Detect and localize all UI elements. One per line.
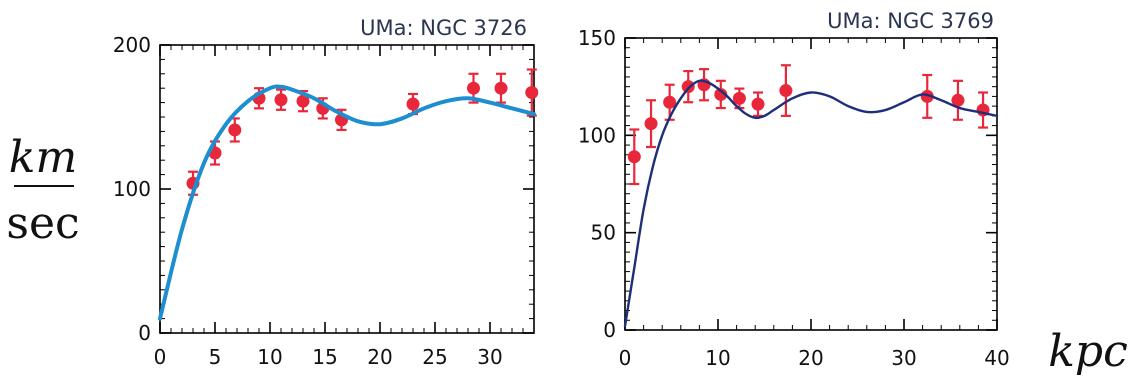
x-tick-label: 30 [477, 345, 502, 369]
x-tick-label: 25 [422, 345, 447, 369]
data-point [525, 86, 539, 100]
y-unit-denominator: sec [6, 198, 79, 249]
data-point [732, 91, 746, 105]
panel-ngc3726-title: UMa: NGC 3726 [360, 16, 527, 40]
y-unit-numerator: km [9, 132, 77, 183]
x-tick-label: 10 [257, 345, 282, 369]
x-tick-label: 40 [984, 346, 1009, 370]
x-tick-label: 0 [154, 345, 167, 369]
data-point [644, 117, 658, 131]
y-tick-label: 200 [113, 33, 151, 57]
data-point [920, 89, 934, 103]
panel-ngc3769-title: UMa: NGC 3769 [827, 9, 994, 33]
data-point [274, 93, 288, 107]
x-tick-label: 15 [312, 345, 337, 369]
x-tick-label: 5 [209, 345, 222, 369]
x-tick-label: 30 [891, 346, 916, 370]
data-point [751, 97, 765, 111]
x-unit-label: kpc [1048, 326, 1127, 377]
data-point [627, 150, 641, 164]
y-tick-label: 0 [138, 321, 151, 345]
data-point [681, 80, 695, 94]
y-tick-label: 100 [113, 177, 151, 201]
x-tick-label: 0 [619, 346, 632, 370]
model-curve-ngc3726 [158, 84, 536, 321]
data-point [779, 84, 793, 98]
data-point [714, 87, 728, 101]
x-tick-label: 20 [798, 346, 823, 370]
y-tick-label: 0 [603, 318, 616, 342]
data-point [228, 123, 242, 137]
y-tick-label: 150 [578, 26, 616, 50]
data-point [663, 95, 677, 109]
model-curve-ngc3769 [623, 79, 999, 328]
x-tick-label: 20 [367, 345, 392, 369]
data-point [467, 81, 480, 95]
data-point [406, 97, 420, 111]
panel-ngc3769-frame [624, 37, 998, 331]
data-point [494, 81, 508, 95]
data-point [296, 94, 310, 108]
data-point [951, 93, 965, 107]
y-tick-label: 50 [591, 221, 616, 245]
y-tick-label: 100 [578, 123, 616, 147]
x-tick-label: 10 [705, 346, 730, 370]
